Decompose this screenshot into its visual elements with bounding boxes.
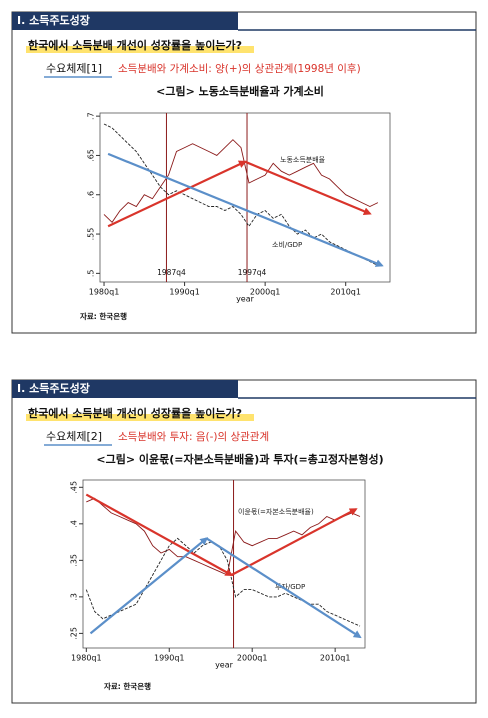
source-note: 자료: 한국은행 bbox=[80, 311, 127, 321]
header-bar bbox=[12, 380, 238, 398]
plot-frame bbox=[99, 112, 391, 283]
demand-label: 수요체제[2] bbox=[46, 430, 102, 443]
header-text: Ⅰ. 소득주도성장 bbox=[17, 381, 90, 395]
x-tick-label: 1990q1 bbox=[154, 654, 185, 663]
y-tick-label: .65 bbox=[87, 149, 96, 162]
source-note: 자료: 한국은행 bbox=[104, 681, 151, 691]
slide-title: 한국에서 소득분배 개선이 성장률을 높이는가? bbox=[28, 406, 242, 420]
x-tick-label: 2010q1 bbox=[320, 654, 351, 663]
series-label: 소비/GDP bbox=[272, 240, 302, 249]
x-tick-label: 1990q1 bbox=[169, 288, 200, 297]
y-tick-label: .7 bbox=[87, 112, 96, 120]
y-tick-label: .45 bbox=[70, 481, 79, 494]
series-label: 이윤몫(=자본소득분배율) bbox=[238, 507, 314, 516]
series-line bbox=[85, 537, 361, 627]
slide-title: 한국에서 소득분배 개선이 성장률을 높이는가? bbox=[28, 38, 242, 52]
header-text: Ⅰ. 소득주도성장 bbox=[17, 13, 90, 27]
plot-frame bbox=[82, 479, 366, 649]
header-bar bbox=[12, 12, 238, 30]
slide-subtitle: 소득분배와 투자: 음(-)의 상관관계 bbox=[118, 431, 269, 443]
reference-label: 1987q4 bbox=[157, 268, 186, 277]
x-axis-label: year bbox=[215, 661, 234, 670]
x-axis-label: year bbox=[236, 295, 255, 304]
trend-arrow bbox=[206, 537, 362, 639]
series-line bbox=[103, 139, 379, 223]
demand-label: 수요체제[1] bbox=[46, 62, 102, 75]
trend-arrow bbox=[244, 160, 372, 215]
y-tick-label: .6 bbox=[87, 191, 96, 199]
figure-caption: <그림> 노동소득분배율과 가계소비 bbox=[156, 84, 324, 98]
series-line bbox=[86, 497, 361, 576]
trend-arrow bbox=[107, 152, 384, 267]
trend-arrow bbox=[107, 160, 247, 228]
figure-caption: <그림> 이윤몫(=자본소득분배율)과 투자(=총고정자본형성) bbox=[96, 452, 383, 466]
y-tick-label: .5 bbox=[87, 270, 96, 278]
y-tick-label: .3 bbox=[70, 593, 79, 601]
title-highlight bbox=[26, 46, 254, 53]
title-highlight bbox=[26, 414, 254, 421]
reference-label: 1997q4 bbox=[238, 268, 267, 277]
x-tick-label: 1980q1 bbox=[71, 654, 102, 663]
trend-arrow bbox=[89, 537, 209, 635]
x-tick-label: 1980q1 bbox=[89, 288, 120, 297]
y-tick-label: .55 bbox=[87, 228, 96, 241]
x-tick-label: 2000q1 bbox=[250, 288, 281, 297]
x-tick-label: 2000q1 bbox=[237, 654, 268, 663]
slide-subtitle: 소득분배와 가계소비: 양(+)의 상관관계(1998년 이후) bbox=[118, 63, 361, 75]
series-label: 노동소득분배율 bbox=[280, 155, 326, 164]
x-tick-label: 2010q1 bbox=[330, 288, 361, 297]
series-label: 투자/GDP bbox=[275, 582, 305, 591]
trend-arrow bbox=[230, 508, 358, 576]
y-tick-label: .25 bbox=[70, 627, 79, 640]
y-tick-label: .4 bbox=[70, 520, 79, 528]
trend-arrow bbox=[85, 493, 234, 576]
y-tick-label: .35 bbox=[70, 554, 79, 567]
